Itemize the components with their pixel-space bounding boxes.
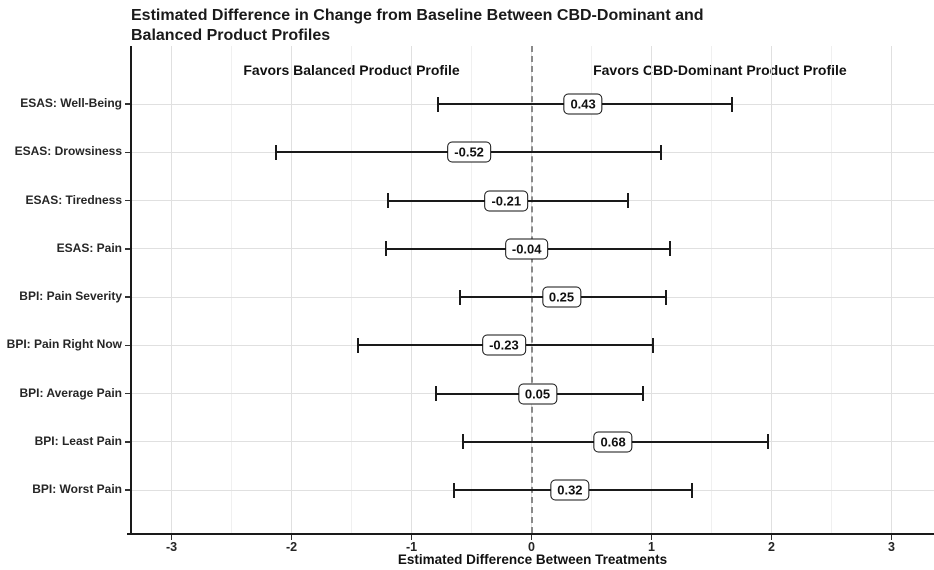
category-label: ESAS: Tiredness [25, 192, 122, 207]
x-tick [170, 535, 173, 540]
category-label: BPI: Pain Right Now [6, 337, 122, 352]
y-tick [125, 441, 131, 443]
y-tick [125, 489, 131, 491]
vertical-gridline-major [891, 46, 892, 533]
error-bar-cap-left [356, 337, 359, 353]
x-tick-label: 3 [888, 540, 895, 554]
error-bar-cap-left [462, 434, 465, 450]
category-label: ESAS: Pain [56, 240, 122, 255]
reference-line [530, 46, 533, 533]
estimate-label-box: -0.21 [484, 190, 529, 211]
y-tick [125, 151, 131, 153]
vertical-gridline-minor [471, 46, 472, 533]
error-bar-cap-left [386, 193, 389, 208]
error-bar-cap-right [668, 241, 671, 257]
error-bar-cap-right [766, 434, 769, 450]
x-axis-line [127, 533, 934, 535]
vertical-gridline-minor [231, 46, 232, 533]
error-bar-cap-right [691, 482, 694, 498]
vertical-gridline-minor [351, 46, 352, 533]
x-axis-title: Estimated Difference Between Treatments [397, 552, 668, 567]
estimate-label-box: -0.04 [504, 238, 549, 260]
x-tick-label: 0 [528, 540, 535, 554]
chart-title: Estimated Difference in Change from Base… [131, 6, 704, 46]
estimate-label-box: 0.43 [563, 93, 603, 115]
x-tick [530, 535, 533, 540]
vertical-gridline-minor [831, 46, 832, 533]
category-label: BPI: Average Pain [19, 385, 122, 400]
y-tick [125, 344, 131, 346]
vertical-gridline-major [291, 46, 292, 533]
x-tick [650, 535, 653, 540]
y-tick [125, 296, 131, 298]
vertical-gridline-major [411, 46, 412, 533]
error-bar-cap-left [385, 241, 388, 257]
chart-title-line-2: Balanced Product Profiles [131, 27, 331, 44]
y-tick [125, 392, 131, 395]
error-bar-cap-right [651, 337, 654, 353]
error-bar-cap-right [664, 289, 667, 305]
y-tick [125, 248, 131, 250]
error-bar-cap-left [434, 386, 437, 401]
x-tick-label: 1 [648, 540, 655, 554]
annotation-favors-cbd-dominant: Favors CBD-Dominant Product Profile [593, 62, 847, 78]
estimate-label-box: 0.25 [541, 286, 582, 308]
vertical-gridline-minor [591, 46, 592, 533]
category-label: ESAS: Well-Being [20, 96, 122, 110]
category-label: BPI: Least Pain [34, 433, 122, 448]
error-bar-cap-left [452, 482, 455, 498]
error-bar-cap-right [660, 144, 663, 160]
x-tick-label: -3 [165, 540, 178, 554]
estimate-label-box: 0.32 [550, 479, 590, 501]
x-tick [770, 535, 773, 540]
x-tick [290, 535, 293, 540]
error-bar-cap-right [626, 193, 629, 208]
x-tick-label: 2 [768, 540, 775, 554]
vertical-gridline-minor [711, 46, 712, 533]
estimate-label-box: 0.05 [517, 383, 558, 404]
error-bar-cap-left [274, 144, 277, 160]
y-tick [125, 199, 131, 202]
estimate-label-box: -0.52 [447, 141, 491, 163]
vertical-gridline-major [651, 46, 652, 533]
y-tick [125, 103, 131, 105]
x-tick [410, 535, 413, 540]
error-bar-cap-left [458, 289, 461, 305]
y-axis-line [129, 46, 132, 535]
error-bar-cap-left [436, 96, 439, 112]
vertical-gridline-major [171, 46, 172, 533]
x-tick [890, 535, 893, 540]
x-tick-label: -2 [285, 540, 298, 554]
estimate-label-box: 0.68 [593, 431, 633, 453]
x-tick-label: -1 [405, 540, 418, 554]
chart-title-line-1: Estimated Difference in Change from Base… [131, 7, 704, 24]
category-label: BPI: Worst Pain [32, 482, 122, 496]
category-label: BPI: Pain Severity [19, 289, 122, 303]
category-label: ESAS: Drowsiness [14, 144, 122, 159]
vertical-gridline-major [771, 46, 772, 533]
estimate-label-box: -0.23 [482, 334, 526, 356]
error-bar-cap-right [730, 96, 733, 112]
error-bar-cap-right [642, 386, 645, 401]
